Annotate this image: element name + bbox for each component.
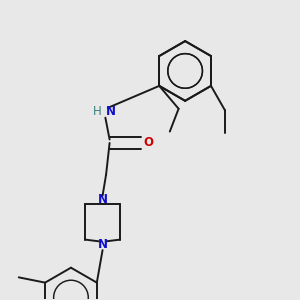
Text: O: O (143, 136, 153, 149)
Text: N: N (105, 105, 116, 118)
Text: N: N (98, 238, 108, 251)
Text: H: H (93, 105, 102, 118)
Text: N: N (98, 193, 108, 206)
